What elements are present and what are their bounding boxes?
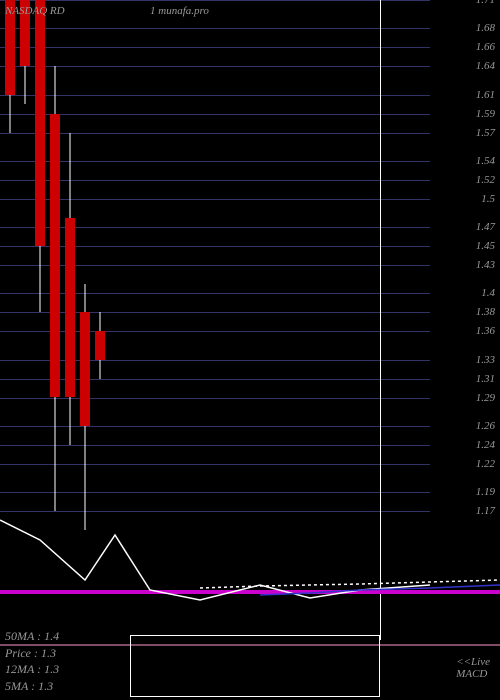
y-tick-label: 1.66 bbox=[476, 41, 495, 53]
price-label: Price : 1.3 bbox=[5, 645, 59, 662]
y-tick-label: 1.29 bbox=[476, 392, 495, 404]
y-tick-label: 1.22 bbox=[476, 458, 495, 470]
y-tick-label: 1.45 bbox=[476, 240, 495, 252]
magenta-band bbox=[0, 590, 500, 594]
gridline bbox=[0, 0, 430, 1]
ma5-label: 5MA : 1.3 bbox=[5, 678, 59, 695]
y-tick-label: 1.71 bbox=[476, 0, 495, 6]
y-tick-label: 1.38 bbox=[476, 306, 495, 318]
exchange-label: NASDAQ RD bbox=[5, 5, 65, 17]
highlight-box bbox=[130, 635, 380, 697]
y-tick-label: 1.47 bbox=[476, 221, 495, 233]
y-tick-label: 1.17 bbox=[476, 505, 495, 517]
y-tick-label: 1.36 bbox=[476, 325, 495, 337]
ma50-label: 50MA : 1.4 bbox=[5, 628, 59, 645]
ma12-label: 12MA : 1.3 bbox=[5, 661, 59, 678]
macd-text-label: MACD bbox=[456, 668, 490, 680]
candle-body bbox=[50, 114, 60, 398]
gridline bbox=[0, 161, 430, 162]
y-tick-label: 1.52 bbox=[476, 174, 495, 186]
y-tick-label: 1.24 bbox=[476, 439, 495, 451]
macd-label-block: <<Live MACD bbox=[456, 656, 490, 680]
y-tick-label: 1.61 bbox=[476, 89, 495, 101]
y-tick-label: 1.26 bbox=[476, 420, 495, 432]
gridline bbox=[0, 66, 430, 67]
y-tick-label: 1.57 bbox=[476, 127, 495, 139]
gridline bbox=[0, 114, 430, 115]
y-tick-label: 1.64 bbox=[476, 60, 495, 72]
gridline bbox=[0, 398, 430, 399]
candle-body bbox=[95, 331, 105, 359]
y-tick-label: 1.31 bbox=[476, 373, 495, 385]
gridline bbox=[0, 28, 430, 29]
gridline bbox=[0, 445, 430, 446]
y-tick-label: 1.68 bbox=[476, 22, 495, 34]
y-tick-label: 1.33 bbox=[476, 354, 495, 366]
chart-container: NASDAQ RD 1 munafa.pro 1.71 1.68 1.66 1.64 1… bbox=[0, 0, 500, 700]
live-label: <<Live bbox=[456, 656, 490, 668]
gridline bbox=[0, 180, 430, 181]
y-tick-label: 1.5 bbox=[481, 193, 495, 205]
candle-body bbox=[35, 0, 45, 246]
y-tick-label: 1.19 bbox=[476, 486, 495, 498]
gridline bbox=[0, 426, 430, 427]
y-tick-label: 1.43 bbox=[476, 259, 495, 271]
ma-labels-block: 50MA : 1.4 Price : 1.3 12MA : 1.3 5MA : … bbox=[5, 628, 59, 695]
gridline bbox=[0, 464, 430, 465]
gridline bbox=[0, 47, 430, 48]
y-tick-label: 1.4 bbox=[481, 287, 495, 299]
y-tick-label: 1.59 bbox=[476, 108, 495, 120]
gridline bbox=[0, 133, 430, 134]
candle-body bbox=[65, 218, 75, 398]
gridline bbox=[0, 199, 430, 200]
candle-body bbox=[80, 312, 90, 426]
gridline bbox=[0, 95, 430, 96]
source-label: 1 munafa.pro bbox=[150, 5, 209, 17]
price-chart-area bbox=[0, 0, 430, 530]
y-tick-label: 1.54 bbox=[476, 155, 495, 167]
